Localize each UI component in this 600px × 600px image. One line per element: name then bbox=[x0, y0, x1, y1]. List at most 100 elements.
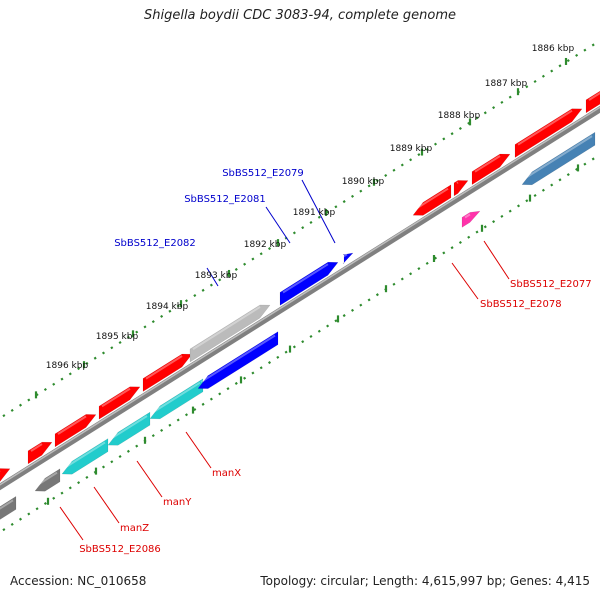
gene-red-4-shine bbox=[101, 387, 131, 408]
outer-tick-row-dot bbox=[525, 85, 529, 89]
genome-backbone bbox=[0, 105, 600, 491]
outer-tick-row-dot bbox=[417, 153, 421, 157]
outer-tick-row-dot bbox=[409, 158, 413, 162]
gene-blue-inner-shine bbox=[200, 334, 276, 383]
inner-tick-row-dot bbox=[475, 230, 479, 234]
outer-tick-row-dot bbox=[425, 147, 429, 151]
inner-tick-row-dot bbox=[591, 157, 595, 161]
outer-tick-row-dot bbox=[77, 367, 81, 371]
outer-tick-row-dot bbox=[184, 299, 189, 303]
gene-cyan-many bbox=[107, 411, 151, 446]
outer-tick-row-dot bbox=[350, 194, 355, 198]
outer-tick-row-dot bbox=[575, 53, 579, 57]
inner-tick-row-dot bbox=[259, 366, 263, 370]
outer-tick-row-dot bbox=[508, 95, 512, 99]
gene-label-leader bbox=[136, 460, 163, 498]
gene-red-4 bbox=[98, 386, 141, 420]
gene-label-leader bbox=[185, 431, 212, 469]
outer-tick-row-dot bbox=[243, 262, 247, 266]
outer-tick-row-dot bbox=[193, 294, 197, 298]
gene-label: SbBS512_E2077 bbox=[510, 279, 592, 290]
outer-tick-row-dot bbox=[18, 403, 23, 407]
inner-tick-row-dot bbox=[301, 340, 305, 344]
outer-tick-row-dot bbox=[85, 361, 89, 365]
gene-label-leader bbox=[451, 262, 479, 300]
outer-tick-row-dot bbox=[309, 220, 313, 224]
inner-tick-row-dot bbox=[135, 444, 139, 448]
outer-tick-row-dot bbox=[492, 106, 496, 110]
kbp-label: 1894 kbp bbox=[146, 302, 189, 312]
inner-tick-row-dot bbox=[525, 199, 529, 203]
outer-tick-row-dot bbox=[68, 372, 72, 376]
topology-label: Topology: circular; Length: 4,615,997 bp… bbox=[260, 574, 590, 588]
kbp-label: 1896 kbp bbox=[46, 361, 89, 371]
gene-magenta-e2077-shine bbox=[464, 213, 471, 219]
inner-tick-row-dot bbox=[126, 449, 130, 453]
outer-tick-row-dot bbox=[301, 226, 305, 230]
gene-cyan-many-shine bbox=[110, 415, 148, 440]
gene-red-9-shine bbox=[517, 109, 573, 146]
gene-cyan-manx-shine bbox=[152, 381, 201, 414]
outer-tick-row-dot bbox=[541, 74, 545, 78]
accession-label: Accession: NC_010658 bbox=[10, 574, 147, 588]
outer-tick-row-dot bbox=[450, 132, 454, 136]
outer-tick-row-dot bbox=[384, 173, 388, 177]
map-title: Shigella boydii CDC 3083-94, complete ge… bbox=[143, 8, 457, 23]
kbp-label: 1888 kbp bbox=[438, 111, 481, 121]
gene-label: SbBS512_E2082 bbox=[114, 238, 196, 249]
outer-tick-row-dot bbox=[566, 59, 570, 63]
inner-tick-row-dot bbox=[10, 522, 14, 526]
outer-tick-row-dot bbox=[342, 200, 346, 204]
inner-tick-row-dot bbox=[492, 220, 496, 224]
inner-tick-row-dot bbox=[77, 481, 81, 485]
gene-cyan-manz bbox=[61, 438, 109, 475]
inner-tick-row-dot bbox=[550, 183, 554, 187]
outer-tick-row-dot bbox=[317, 215, 321, 219]
outer-tick-row-dot bbox=[160, 314, 164, 318]
kbp-label: 1890 kbp bbox=[342, 177, 385, 187]
inner-tick-row-dot bbox=[409, 272, 413, 276]
outer-tick-row-dot bbox=[558, 64, 562, 68]
outer-tick-row-dot bbox=[251, 257, 255, 261]
inner-tick-row-dot bbox=[118, 455, 122, 459]
inner-tick-row-dot bbox=[151, 434, 155, 438]
inner-tick-row-dot bbox=[60, 491, 64, 495]
inner-tick-row-dot bbox=[375, 293, 379, 297]
outer-tick-row-dot bbox=[591, 43, 595, 47]
inner-tick-row-dot bbox=[160, 428, 164, 432]
inner-tick-row-dot bbox=[267, 361, 272, 365]
gene-label: manY bbox=[163, 497, 192, 508]
outer-tick-row-dot bbox=[151, 320, 155, 324]
gene-steel-shine bbox=[524, 135, 593, 180]
outer-tick-row-dot bbox=[176, 304, 180, 308]
inner-tick-row-dot bbox=[533, 193, 537, 197]
outer-tick-row-dot bbox=[209, 283, 213, 287]
outer-tick-row-dot bbox=[550, 69, 554, 73]
inner-tick-row-dot bbox=[218, 392, 222, 396]
inner-tick-row-dot bbox=[184, 413, 189, 417]
inner-tick-row-dot bbox=[450, 246, 454, 250]
outer-tick-row-dot bbox=[367, 184, 371, 188]
gene-steel bbox=[521, 131, 596, 186]
gene-gray-2-shine bbox=[37, 471, 58, 486]
outer-tick-row-dot bbox=[135, 330, 139, 334]
inner-tick-row-dot bbox=[566, 173, 570, 177]
outer-tick-row-dot bbox=[93, 356, 97, 360]
kbp-label: 1886 kbp bbox=[532, 44, 575, 54]
inner-tick-row-dot bbox=[500, 214, 504, 218]
inner-tick-row-dot bbox=[209, 397, 213, 401]
kbp-label: 1891 kbp bbox=[293, 208, 336, 218]
outer-tick-row-dot bbox=[101, 351, 106, 355]
inner-tick-row-dot bbox=[35, 507, 39, 511]
gene-blue-e2079 bbox=[342, 252, 354, 264]
outer-tick-row-dot bbox=[583, 48, 587, 52]
inner-tick-row-dot bbox=[226, 387, 230, 391]
inner-tick-row-dot bbox=[326, 324, 330, 328]
outer-tick-row-dot bbox=[433, 142, 438, 146]
outer-tick-row-dot bbox=[359, 189, 363, 193]
inner-tick-row-dot bbox=[243, 376, 247, 380]
gene-label-leader bbox=[265, 206, 291, 244]
gene-red-6 bbox=[412, 184, 452, 216]
inner-tick-row-dot bbox=[508, 209, 512, 213]
inner-tick-row-dot bbox=[458, 240, 462, 244]
